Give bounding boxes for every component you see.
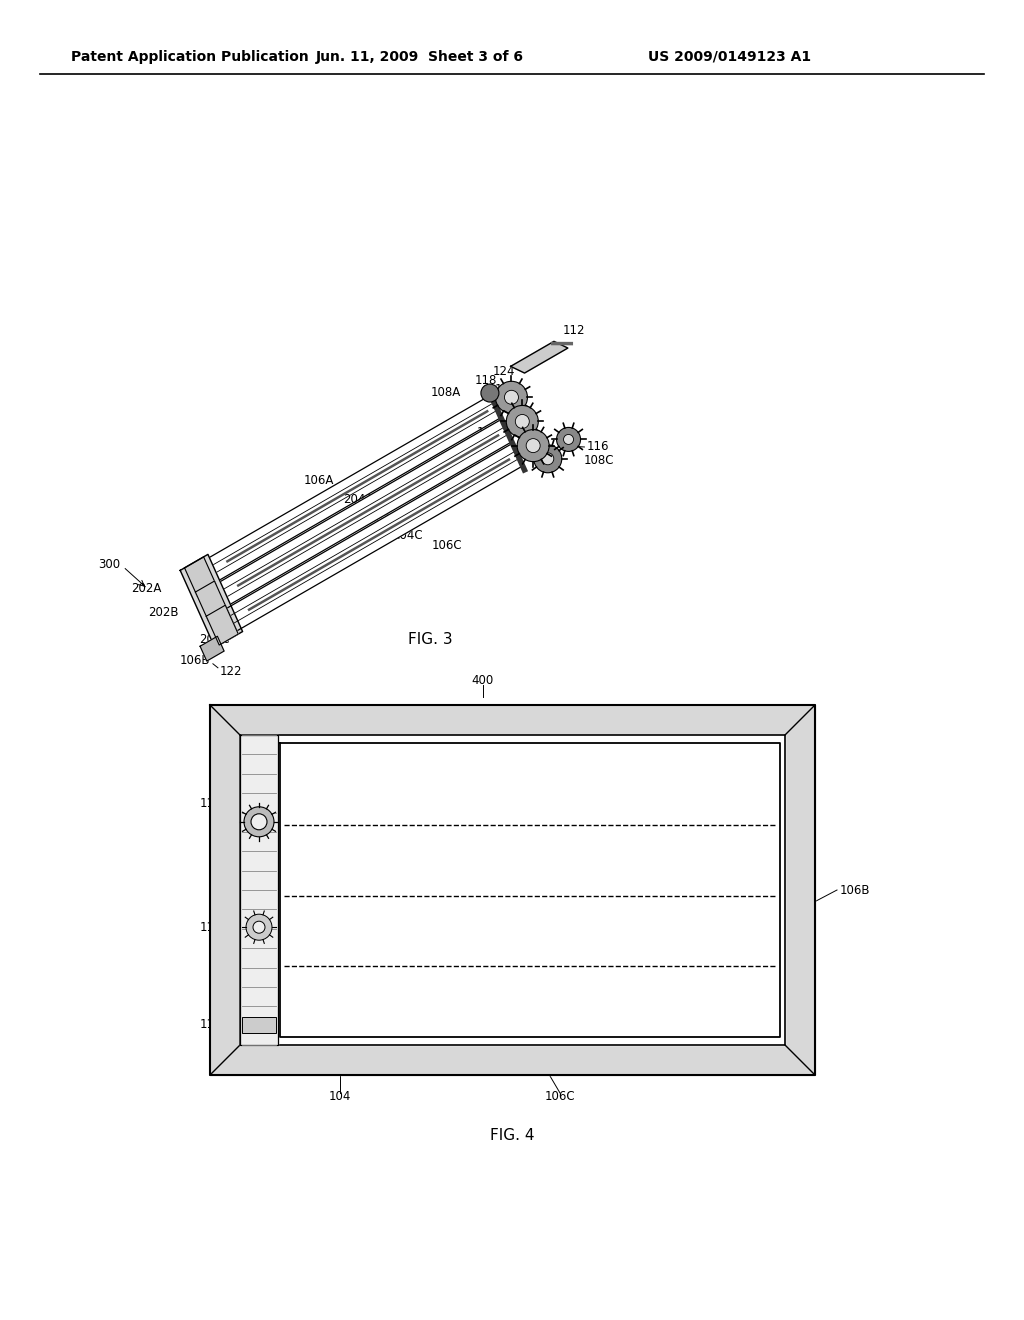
Text: 118: 118 — [200, 1019, 222, 1031]
Circle shape — [515, 414, 529, 429]
Text: 116: 116 — [587, 441, 609, 454]
Text: FIG. 3: FIG. 3 — [408, 632, 453, 648]
Text: 106A: 106A — [304, 474, 335, 487]
Circle shape — [506, 405, 539, 437]
Polygon shape — [226, 444, 522, 631]
Text: 204A: 204A — [343, 492, 374, 506]
Polygon shape — [216, 420, 512, 607]
Circle shape — [253, 921, 265, 933]
Circle shape — [496, 381, 527, 413]
Circle shape — [526, 438, 540, 453]
Polygon shape — [200, 636, 224, 661]
Polygon shape — [210, 705, 815, 1074]
Circle shape — [505, 391, 518, 404]
Text: 202A: 202A — [131, 582, 162, 595]
Circle shape — [244, 807, 274, 837]
Text: 108C: 108C — [584, 454, 613, 466]
Text: 300: 300 — [98, 558, 120, 572]
Polygon shape — [205, 395, 501, 582]
Text: 102: 102 — [349, 714, 371, 726]
Circle shape — [481, 384, 499, 403]
Text: 110: 110 — [495, 383, 517, 396]
Circle shape — [563, 434, 573, 445]
Text: 118: 118 — [475, 374, 497, 387]
Polygon shape — [196, 581, 227, 620]
Text: 116: 116 — [200, 921, 222, 933]
Text: 106A: 106A — [465, 714, 496, 726]
Text: 106B: 106B — [180, 655, 210, 667]
Text: 106C: 106C — [432, 539, 463, 552]
Text: 204B: 204B — [368, 512, 398, 525]
Text: 400: 400 — [471, 673, 494, 686]
Circle shape — [534, 445, 562, 473]
Polygon shape — [184, 557, 216, 597]
Text: Patent Application Publication: Patent Application Publication — [71, 50, 309, 63]
Text: FIG. 4: FIG. 4 — [490, 1127, 535, 1143]
Text: 108A: 108A — [430, 385, 461, 399]
Circle shape — [517, 429, 549, 462]
Text: 110: 110 — [200, 797, 222, 810]
Circle shape — [251, 814, 267, 830]
Text: 202C: 202C — [199, 634, 229, 645]
Text: 124: 124 — [493, 364, 515, 378]
Circle shape — [556, 428, 581, 451]
Text: 204C: 204C — [391, 528, 422, 541]
Bar — [242, 1016, 276, 1034]
Text: 122: 122 — [220, 665, 243, 678]
Polygon shape — [240, 735, 278, 1045]
Polygon shape — [240, 735, 785, 1045]
Text: 106C: 106C — [545, 1090, 575, 1104]
Text: 202B: 202B — [147, 606, 178, 619]
Text: 108B: 108B — [477, 426, 508, 440]
Polygon shape — [280, 743, 780, 1038]
Text: 112: 112 — [563, 323, 586, 337]
Circle shape — [246, 915, 272, 940]
Text: Jun. 11, 2009  Sheet 3 of 6: Jun. 11, 2009 Sheet 3 of 6 — [316, 50, 524, 63]
Text: 104: 104 — [329, 1090, 351, 1104]
Polygon shape — [511, 342, 568, 374]
Polygon shape — [206, 605, 239, 645]
Circle shape — [542, 453, 554, 465]
Text: 106B: 106B — [840, 883, 870, 896]
Text: US 2009/0149123 A1: US 2009/0149123 A1 — [648, 50, 812, 63]
Polygon shape — [180, 554, 243, 648]
